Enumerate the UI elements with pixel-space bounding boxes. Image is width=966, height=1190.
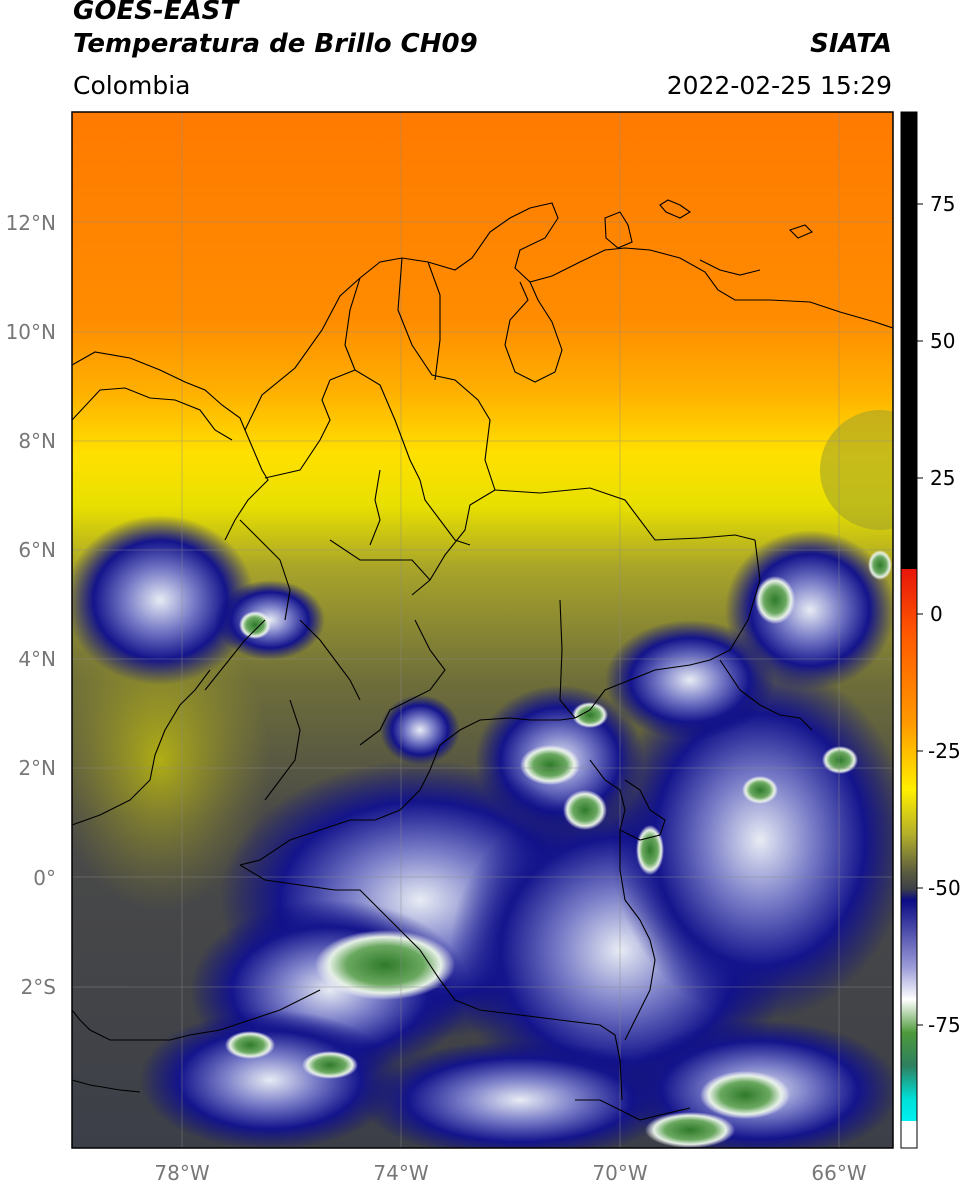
lat-label: 2°N [18,756,56,780]
timestamp-label: 2022-02-25 15:29 [666,71,892,100]
colorbar-white-segment [901,1121,917,1148]
lon-label: 78°W [154,1161,209,1185]
lat-label: 8°N [18,429,56,453]
lat-label: 2°S [21,975,56,999]
lat-label: 12°N [6,211,56,235]
lon-label: 74°W [373,1161,428,1185]
colorbar-gradient [901,569,917,1121]
coastlines-borders [72,199,893,1121]
lat-label: 0° [33,866,56,890]
brightness-temperature-field [72,112,893,1148]
region-label: Colombia [73,71,191,100]
colorbar-frame [900,111,918,1149]
title-satellite: GOES-EAST [73,0,239,26]
title-product: Temperatura de Brillo CH09 [73,29,478,59]
lon-label: 70°W [592,1161,647,1185]
colorbar-tick-label: 0 [930,602,943,626]
latitude-axis: 12°N 10°N 8°N 6°N 4°N 2°N 0° 2°S [6,211,56,999]
longitude-axis: 78°W 74°W 70°W 66°W [154,1161,866,1185]
map-frame [71,111,894,1149]
lon-label: 66°W [811,1161,866,1185]
agency-label: SIATA [810,29,892,59]
lat-label: 4°N [18,647,56,671]
colorbar-black-segment [901,112,917,569]
graticule [72,112,893,1148]
colorbar-tick-label: -50 [928,876,961,900]
colorbar-tick-label: -75 [928,1013,961,1037]
colorbar-tick-label: 75 [930,192,955,216]
lat-label: 6°N [18,538,56,562]
lat-label: 10°N [6,320,56,344]
colorbar: 75 50 25 0 -25 -50 -75 [900,111,961,1149]
colorbar-tick-label: 25 [930,466,955,490]
colorbar-tick-label: 50 [930,329,955,353]
colorbar-tick-label: -25 [928,739,961,763]
